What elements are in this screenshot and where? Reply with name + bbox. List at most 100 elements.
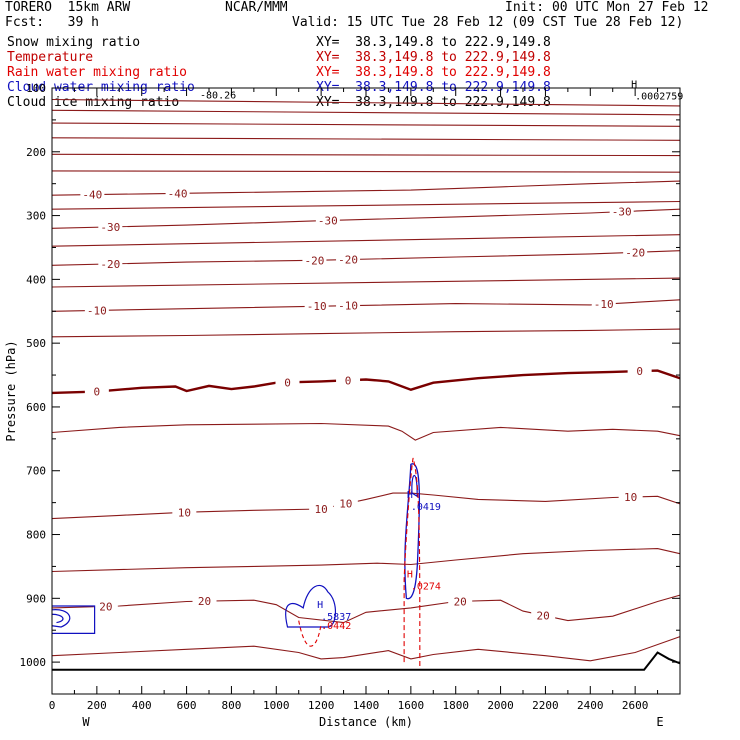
- temperature-isoline: [51, 277, 681, 288]
- x-tick-label: 2000: [487, 699, 514, 712]
- y-tick-label: 500: [26, 337, 46, 350]
- x-tick-label: 0: [49, 699, 56, 712]
- temperature-contour-label: 10: [178, 506, 191, 519]
- maximum-value: .0002759: [635, 92, 683, 103]
- maximum-marker: H: [631, 80, 637, 91]
- valid-time: Valid: 15 UTC Tue 28 Feb 12 (09 CST Tue …: [292, 15, 684, 30]
- temperature-isoline: [51, 170, 681, 173]
- temperature-contour-label: -40: [82, 189, 102, 202]
- y-tick-label: 700: [26, 465, 46, 478]
- rain-water-contour: [403, 457, 421, 669]
- contour-label-bg: [618, 491, 643, 504]
- temperature-contour-label: 0: [345, 374, 352, 387]
- contour-label-bg: [304, 300, 329, 313]
- y-tick-label: 200: [26, 146, 46, 159]
- temperature-isoline: [51, 153, 681, 157]
- contour-label-bg: [336, 253, 361, 266]
- temperature-contour-label: -10: [594, 298, 614, 311]
- temperature-contour-label: -20: [100, 258, 120, 271]
- maximum-marker: H: [407, 490, 413, 501]
- temperature-isoline: [51, 369, 681, 395]
- contour-label-bg: [98, 257, 123, 270]
- contour-label-bg: [627, 365, 652, 378]
- temperature-isoline: [51, 137, 681, 141]
- center-title: NCAR/MMM: [225, 0, 288, 15]
- model-title: TORERO 15km ARW: [5, 0, 131, 15]
- temperature-contour-label: 10: [315, 503, 328, 516]
- x-tick-label: 1600: [398, 699, 425, 712]
- temperature-contour-label: 10: [339, 498, 352, 511]
- temperature-isoline: [51, 422, 681, 441]
- maximum-marker: H: [407, 570, 413, 581]
- temperature-contour-label: 20: [99, 600, 112, 613]
- maximum-value: .0419: [411, 502, 441, 513]
- temperature-contour-label: 0: [636, 365, 643, 378]
- contour-label-bg: [315, 214, 340, 227]
- x-tick-label: 400: [132, 699, 152, 712]
- y-axis-label: Pressure (hPa): [4, 340, 18, 441]
- contour-label-bg: [309, 503, 334, 516]
- temperature-contour-label: -30: [612, 206, 632, 219]
- temperature-contour-label: -20: [625, 246, 645, 259]
- contour-label-bg: [302, 254, 327, 267]
- temperature-isoline: [51, 122, 681, 127]
- temperature-contour-label: 0: [94, 386, 101, 399]
- temperature-isoline: [51, 208, 681, 229]
- contour-label-bg: [591, 298, 616, 311]
- contour-label-bg: [531, 609, 556, 622]
- contour-label-bg: [192, 595, 217, 608]
- cloud-water-contour: [411, 474, 418, 498]
- contour-label-bg: [172, 506, 197, 519]
- x-tick-label: 800: [221, 699, 241, 712]
- maximum-value: -80.26: [200, 90, 236, 101]
- x-tick-label: 2600: [622, 699, 649, 712]
- west-label: W: [82, 715, 90, 729]
- x-tick-label: 1800: [442, 699, 469, 712]
- temperature-isoline: [51, 180, 681, 196]
- temperature-isoline: [51, 109, 681, 116]
- temperature-isoline: [51, 492, 681, 520]
- contour-label-bg: [80, 188, 105, 201]
- temperature-isoline: [51, 200, 681, 210]
- legend-xy: XY= 38.3,149.8 to 222.9,149.8: [316, 95, 551, 110]
- contour-label-bg: [93, 600, 118, 613]
- x-tick-label: 1400: [353, 699, 380, 712]
- temperature-isoline: [51, 594, 681, 624]
- cloud-water-contour: [51, 613, 64, 624]
- y-tick-label: 600: [26, 401, 46, 414]
- temperature-contour-label: 20: [198, 595, 211, 608]
- contour-label-bg: [165, 187, 190, 200]
- temperature-contour-label: -30: [318, 214, 338, 227]
- y-tick-label: 100: [26, 82, 46, 95]
- legend-xy: XY= 38.3,149.8 to 222.9,149.8: [316, 65, 551, 80]
- legend-label: Snow mixing ratio: [7, 35, 141, 50]
- rain-water-contour: [298, 620, 322, 647]
- temperature-contour-label: 0: [284, 376, 291, 389]
- temperature-isoline: [51, 299, 681, 312]
- plot-frame: [51, 87, 681, 695]
- contour-label-bg: [275, 376, 300, 389]
- east-label: E: [656, 715, 663, 729]
- temperature-contour-label: -30: [100, 221, 120, 234]
- forecast-hour: Fcst: 39 h: [5, 15, 99, 30]
- maximum-value: .5837: [321, 612, 351, 623]
- cloud-water-contour: [285, 584, 337, 628]
- maximum-marker: H: [317, 600, 323, 611]
- temperature-contour-label: 10: [624, 491, 637, 504]
- temperature-contour-label: 20: [454, 595, 467, 608]
- terrain-line: [52, 651, 681, 671]
- y-tick-label: 400: [26, 273, 46, 286]
- temperature-contour-label: -20: [304, 254, 324, 267]
- y-tick-label: 900: [26, 592, 46, 605]
- cloud-water-contour: [52, 605, 96, 634]
- temperature-isoline: [51, 636, 681, 662]
- x-axis-label: Distance (km): [319, 715, 413, 729]
- contour-label-bg: [336, 374, 361, 387]
- legend-label: Rain water mixing ratio: [7, 65, 188, 80]
- contour-label-bg: [84, 304, 109, 317]
- temperature-contour-label: 20: [537, 609, 550, 622]
- contour-label-bg: [623, 246, 648, 259]
- x-tick-label: 2400: [577, 699, 604, 712]
- x-tick-label: 1200: [308, 699, 335, 712]
- contour-label-bg: [84, 385, 109, 398]
